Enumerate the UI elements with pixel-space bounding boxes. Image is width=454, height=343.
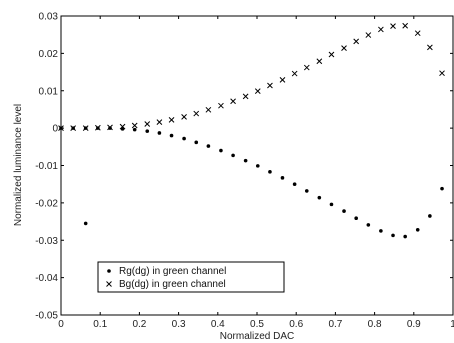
- x-tick-label: 0.2: [132, 319, 146, 330]
- data-point-series-1: [378, 26, 384, 33]
- data-point-series-1: [144, 121, 151, 127]
- data-point-series-0: [219, 148, 223, 153]
- data-point-series-0: [379, 229, 383, 233]
- legend-box: [97, 261, 285, 293]
- data-point-series-0: [132, 127, 137, 132]
- data-point-series-2: [83, 221, 88, 226]
- data-point-series-0: [342, 209, 346, 213]
- y-tick-label: -0.02: [35, 198, 58, 209]
- data-point-series-1: [254, 88, 261, 94]
- x-tick-label: 0.8: [368, 319, 382, 330]
- data-point-series-0: [329, 202, 334, 207]
- legend: Rg(dg) in green channel Bg(dg) in green …: [97, 261, 285, 293]
- data-point-series-1: [414, 30, 421, 37]
- data-point-series-0: [440, 186, 444, 191]
- data-point-series-1: [279, 77, 286, 83]
- data-point-series-1: [353, 38, 360, 45]
- data-point-series-0: [194, 140, 199, 145]
- ticks-layer: 0 0.1 0.2 0.3 0.4 0.5 0.6 0.7 0.8 0.9 1 0.03 0.02 0.0…: [35, 12, 454, 331]
- data-point-series-0: [403, 234, 407, 239]
- data-point-series-1: [168, 117, 175, 123]
- data-point-series-1: [365, 32, 372, 38]
- data-point-series-1: [390, 23, 396, 29]
- y-tick-label: 0.03: [39, 12, 59, 23]
- data-point-series-0: [231, 153, 235, 158]
- data-point-series-0: [304, 189, 309, 193]
- data-point-series-0: [391, 233, 395, 238]
- data-point-series-0: [145, 129, 150, 133]
- data-point-series-1: [303, 64, 310, 71]
- data-point-series-1: [131, 122, 138, 129]
- x-axis-title: Normalized DAC: [220, 331, 294, 342]
- data-point-series-1: [341, 45, 347, 51]
- data-point-series-1: [58, 125, 64, 131]
- data-point-series-1: [218, 102, 224, 109]
- data-point-series-1: [119, 123, 126, 130]
- marks-layer: [58, 22, 445, 239]
- x-tick-label: 0.7: [328, 319, 342, 330]
- data-point-series-1: [156, 119, 163, 125]
- y-tick-label: 0.01: [39, 86, 59, 97]
- data-point-series-0: [415, 227, 420, 232]
- data-point-series-1: [181, 114, 187, 120]
- data-point-series-1: [230, 98, 236, 105]
- data-point-series-0: [243, 158, 248, 163]
- data-point-series-0: [255, 164, 260, 168]
- data-point-series-0: [292, 182, 297, 186]
- x-tick-label: 0: [58, 319, 64, 330]
- data-point-series-1: [439, 70, 445, 77]
- data-point-series-1: [70, 125, 77, 131]
- data-point-series-1: [328, 51, 335, 58]
- x-tick-label: 0.5: [250, 319, 264, 330]
- data-point-series-0: [354, 216, 358, 220]
- x-tick-label: 0.1: [93, 319, 107, 330]
- data-point-series-0: [206, 144, 211, 148]
- data-point-series-0: [268, 170, 272, 174]
- x-tick-label: 1: [450, 319, 454, 330]
- legend-marker-rg: [107, 269, 111, 273]
- data-point-series-1: [82, 125, 89, 131]
- y-axis-title: Normalized luminance level: [13, 104, 24, 226]
- data-point-series-1: [267, 82, 273, 89]
- y-tick-label: -0.01: [35, 161, 58, 172]
- data-point-series-0: [428, 214, 432, 218]
- data-point-series-1: [291, 70, 298, 77]
- y-tick-label: 0: [52, 124, 58, 135]
- x-tick-label: 0.9: [407, 319, 421, 330]
- data-point-series-1: [107, 124, 113, 131]
- data-point-series-1: [205, 106, 212, 113]
- y-tick-label: 0.02: [39, 49, 59, 60]
- legend-marker-bg: [106, 281, 112, 287]
- x-tick-label: 0.6: [289, 319, 303, 330]
- data-point-series-0: [366, 223, 371, 227]
- x-tick-label: 0.4: [211, 319, 225, 330]
- legend-label-rg: Rg(dg) in green channel: [119, 266, 226, 277]
- x-tick-label: 0.3: [172, 319, 186, 330]
- data-point-series-0: [280, 176, 285, 180]
- data-point-series-1: [193, 110, 200, 117]
- data-point-series-1: [316, 58, 323, 65]
- data-point-series-0: [182, 136, 186, 141]
- data-point-series-0: [169, 133, 174, 138]
- data-point-series-0: [157, 131, 162, 135]
- y-tick-label: -0.05: [35, 311, 58, 322]
- y-tick-label: -0.04: [35, 273, 58, 284]
- data-point-series-1: [242, 93, 249, 100]
- data-point-series-0: [108, 126, 112, 130]
- data-point-series-1: [94, 124, 101, 131]
- data-point-series-1: [427, 44, 433, 51]
- data-point-series-1: [402, 22, 409, 29]
- data-point-series-0: [317, 195, 322, 200]
- legend-label-bg: Bg(dg) in green channel: [119, 279, 226, 290]
- y-tick-label: -0.03: [35, 236, 58, 247]
